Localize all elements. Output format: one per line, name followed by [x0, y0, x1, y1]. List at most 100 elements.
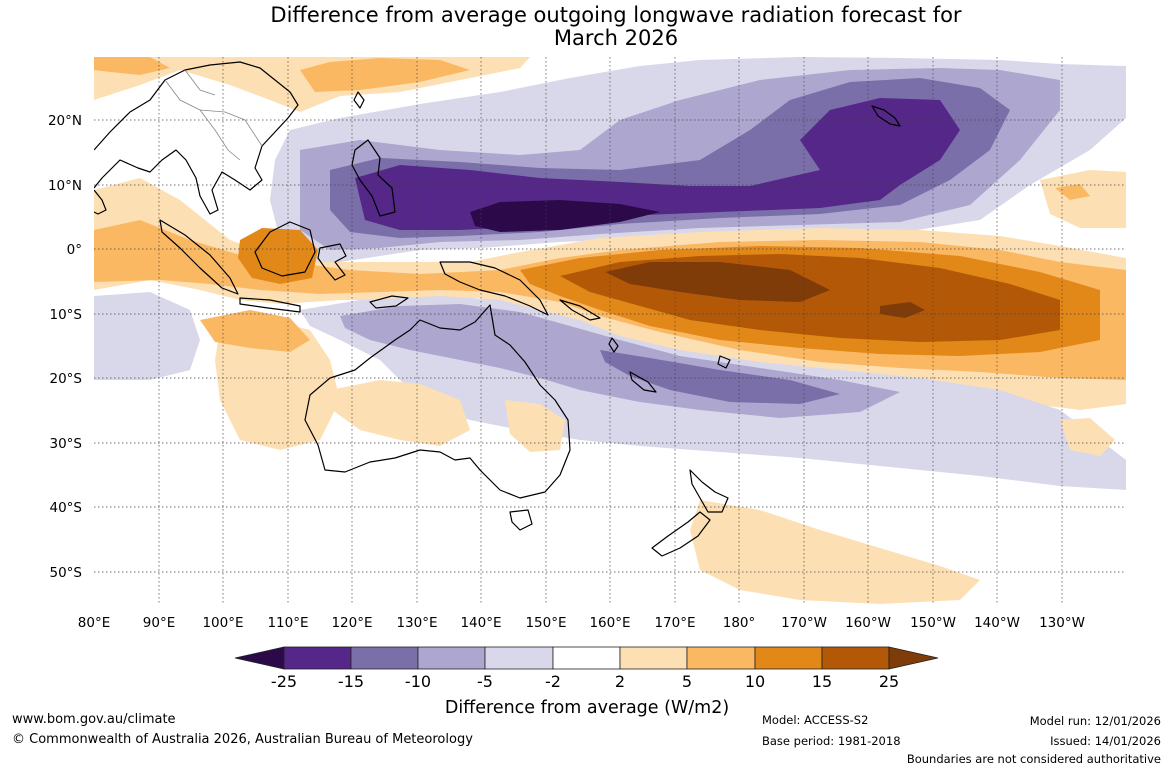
lat-label: 10°S: [50, 307, 83, 323]
coastline-solomons: [559, 299, 601, 321]
colorbar-tick: -25: [271, 672, 297, 691]
colorbar-swatch-5-10: [686, 646, 756, 670]
colorbar-swatch-10-15: [754, 646, 823, 670]
coastline-new-caledonia: [629, 371, 657, 393]
lon-label: 180°: [723, 615, 756, 631]
title-line-1: Difference from average outgoing longwav…: [270, 3, 962, 27]
coastline-timor: [369, 295, 409, 309]
colorbar-tick: 5: [682, 672, 692, 691]
graticule: [94, 57, 1126, 604]
lon-label: 160°W: [845, 615, 891, 631]
coastline-fiji: [717, 355, 731, 369]
colorbar-ticks: -25 -15 -10 -5 -2 2 5 10 15 25: [271, 672, 899, 691]
colorbar-swatch-neg5-neg2: [484, 646, 554, 670]
colorbar-tick: 10: [745, 672, 765, 691]
region-far-south-east-positive: [1060, 418, 1115, 456]
colorbar-tick: -15: [338, 672, 364, 691]
coastline-asia-mainland: [94, 61, 299, 215]
colorbar-swatch-neg25-neg15: [283, 646, 352, 670]
region-maritime-positive-2: [238, 228, 318, 284]
region-north-asia-moderate: [300, 58, 470, 92]
coastline-new-zealand-south: [651, 511, 711, 557]
colorbar-swatch-neg2-2: [552, 646, 621, 670]
lat-label: 30°S: [50, 436, 83, 452]
lon-label: 160°E: [589, 615, 630, 631]
coastline-tasmania: [509, 509, 533, 531]
colorbar-tick: -10: [405, 672, 431, 691]
base-period: Base period: 1981-2018: [762, 734, 901, 748]
copyright: © Commonwealth of Australia 2026, Austra…: [12, 732, 473, 747]
region-indian-ocean-negative-outer: [94, 292, 200, 380]
issued-date: Issued: 14/01/2026: [1050, 734, 1161, 748]
coastline-vanuatu: [608, 337, 619, 353]
colorbar-tick: 2: [615, 672, 625, 691]
lon-label: 80°E: [78, 615, 110, 631]
colorbar-tick: 25: [879, 672, 899, 691]
region-north-pacific-negative-intense: [355, 98, 960, 230]
lon-label: 140°E: [460, 615, 501, 631]
coastline-borneo: [254, 221, 316, 277]
bom-url[interactable]: www.bom.gov.au/climate: [12, 712, 176, 727]
region-western-australia-moderate: [200, 310, 310, 352]
colorbar-swatch-neg15-neg10: [350, 646, 419, 670]
colorbar-label: Difference from average (W/m2): [445, 698, 729, 718]
coastline-sumatra: [159, 219, 239, 295]
lat-label: 20°S: [50, 371, 83, 387]
colorbar-swatch-below-neg25: [234, 646, 285, 670]
lon-label: 110°E: [267, 615, 308, 631]
region-north-pacific-negative-extreme: [470, 200, 660, 232]
lon-label: 90°E: [143, 615, 175, 631]
chart-title: Difference from average outgoing longwav…: [0, 4, 1173, 50]
boundary-disclaimer: Boundaries are not considered authoritat…: [906, 752, 1161, 766]
region-east-pacific-positive-2: [1055, 184, 1090, 200]
colorbar: [234, 646, 939, 670]
title-line-2: March 2026: [553, 26, 679, 50]
lon-label: 120°E: [331, 615, 372, 631]
latitude-labels: 20°N 10°N 0° 10°S 20°S 30°S 40°S 50°S: [48, 113, 82, 581]
coastline-hawaii: [871, 105, 901, 127]
region-east-pacific-positive: [1040, 170, 1126, 228]
lon-label: 130°E: [396, 615, 437, 631]
lat-label: 40°S: [50, 500, 83, 516]
coastlines: [94, 61, 901, 557]
lon-label: 170°W: [781, 615, 827, 631]
lon-label: 170°E: [654, 615, 695, 631]
colorbar-swatch-above-25: [888, 646, 939, 670]
country-borders: [164, 69, 263, 161]
colorbar-swatch-15-25: [821, 646, 890, 670]
coastline-australia: [304, 304, 571, 499]
anomaly-field: [94, 57, 1126, 604]
lat-label: 0°: [67, 242, 82, 258]
coastline-philippines: [351, 139, 396, 217]
colorbar-tick: -5: [477, 672, 493, 691]
region-south-new-zealand-positive: [690, 500, 980, 604]
lat-label: 10°N: [48, 178, 82, 194]
lat-label: 50°S: [50, 565, 83, 581]
coastline-india: [94, 189, 107, 215]
lon-label: 140°W: [974, 615, 1020, 631]
coastline-new-guinea: [439, 261, 549, 316]
lon-label: 100°E: [202, 615, 243, 631]
lon-label: 150°E: [525, 615, 566, 631]
coastline-taiwan: [353, 91, 365, 109]
coastline-new-zealand-north: [689, 469, 729, 513]
colorbar-swatch-neg10-neg5: [417, 646, 486, 670]
longitude-labels: 80°E 90°E 100°E 110°E 120°E 130°E 140°E …: [78, 615, 1085, 631]
coastline-sulawesi: [317, 243, 347, 281]
region-south-pacific-negative-strong: [600, 350, 840, 404]
colorbar-tick: -2: [545, 672, 561, 691]
model-run-date: Model run: 12/01/2026: [1029, 714, 1161, 728]
region-equatorial-positive-extreme: [605, 262, 830, 302]
region-north-asia-moderate-2: [94, 57, 170, 75]
lat-label: 20°N: [48, 113, 82, 129]
region-tasman-positive: [505, 400, 565, 452]
region-western-australia-positive: [215, 320, 340, 450]
colorbar-tick: 15: [812, 672, 832, 691]
lon-label: 150°W: [910, 615, 956, 631]
colorbar-swatch-2-5: [619, 646, 688, 670]
lon-label: 130°W: [1039, 615, 1085, 631]
region-central-australia-positive: [330, 380, 470, 446]
coastline-java: [239, 297, 301, 313]
model-name: Model: ACCESS-S2: [762, 713, 869, 727]
